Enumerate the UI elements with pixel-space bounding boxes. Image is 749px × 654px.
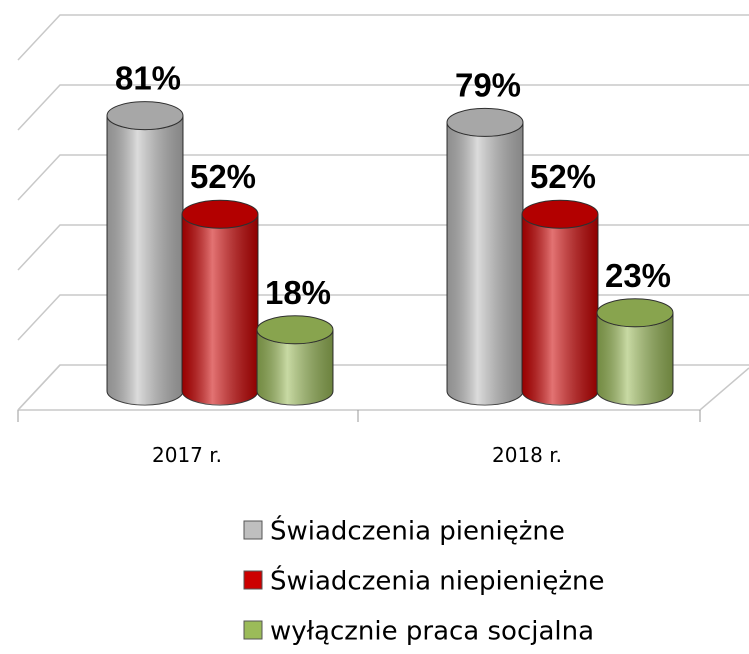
- bar-top-shade: [107, 101, 183, 130]
- bar-top-shade: [597, 298, 673, 327]
- legend-swatch: [243, 570, 263, 590]
- bar: [181, 199, 259, 406]
- bar-top-shade: [522, 200, 598, 229]
- legend-swatch: [243, 520, 263, 540]
- bar: [596, 298, 674, 406]
- data-label: 52%: [530, 158, 596, 195]
- legend-label: Świadczenia pieniężne: [270, 515, 565, 547]
- bar-top-shade: [257, 315, 333, 344]
- bar-top: [446, 107, 524, 137]
- grid-line: [17, 14, 749, 61]
- legend-label: wyłącznie praca socjalna: [270, 617, 594, 647]
- bar-top: [596, 298, 674, 328]
- bar-top: [106, 101, 184, 131]
- bar-shade: [522, 214, 598, 405]
- bar-top-shade: [182, 200, 258, 229]
- data-label: 79%: [455, 66, 521, 103]
- bar: [521, 199, 599, 406]
- bar-shade: [447, 122, 523, 406]
- bar-shade: [257, 329, 333, 405]
- bar-top: [256, 315, 334, 345]
- bar-shade: [107, 115, 183, 405]
- bar: [256, 315, 334, 406]
- x-tick-label: 2017 r.: [152, 443, 222, 467]
- data-label: 23%: [605, 257, 671, 294]
- bar: [446, 107, 524, 406]
- bar-shade: [182, 214, 258, 405]
- bar: [106, 101, 184, 406]
- bar-shade: [597, 312, 673, 405]
- data-label: 18%: [265, 274, 331, 311]
- bar-top-shade: [447, 108, 523, 137]
- legend-label: Świadczenia niepieniężne: [270, 565, 605, 597]
- grid-line: [17, 84, 749, 131]
- data-label: 52%: [190, 158, 256, 195]
- bar-top: [181, 199, 259, 229]
- bar-top: [521, 199, 599, 229]
- x-tick-label: 2018 r.: [492, 443, 562, 467]
- data-label: 81%: [115, 60, 181, 97]
- legend-swatch: [243, 620, 263, 640]
